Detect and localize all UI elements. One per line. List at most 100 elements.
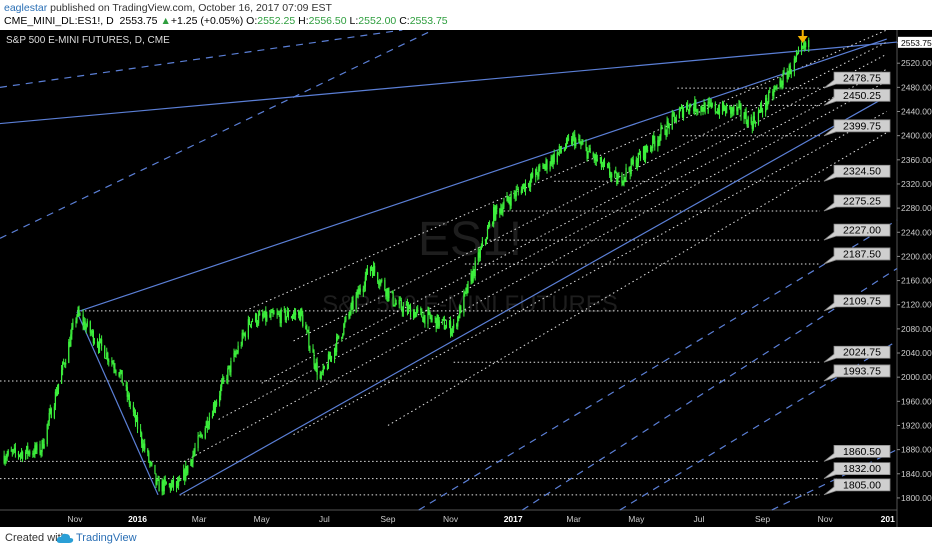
- candle-body: [517, 188, 519, 191]
- candle-body: [106, 352, 108, 359]
- price-chart[interactable]: ES1! S&P 500 E-MINI FUTURES S&P 500 E-MINI…: [0, 30, 932, 527]
- candle-body: [466, 288, 468, 293]
- candle-body: [463, 293, 465, 314]
- publish-line: eaglestar published on TradingView.com, …: [4, 2, 332, 14]
- candle-body: [134, 412, 137, 422]
- candle-body: [35, 445, 37, 451]
- candle-body: [21, 451, 24, 460]
- price-callout-box: [823, 364, 891, 382]
- candle-body: [315, 362, 317, 369]
- candle-body: [420, 308, 422, 311]
- candle-body: [211, 415, 214, 418]
- candle-body: [574, 134, 576, 146]
- candle-body: [789, 65, 791, 74]
- candle-body: [637, 152, 639, 164]
- candle-body: [427, 311, 429, 324]
- candle-body: [379, 284, 381, 285]
- candle-body: [754, 121, 756, 124]
- author-link[interactable]: eaglestar: [4, 2, 48, 14]
- price-callout-box: [823, 119, 891, 137]
- candle-body: [236, 352, 238, 354]
- candle-body: [221, 382, 223, 388]
- price-callout-label: 2109.75: [843, 295, 881, 307]
- candle-body: [12, 449, 14, 452]
- price-level-callout: 2450.25: [823, 88, 891, 106]
- candle-body: [723, 107, 726, 110]
- candle-body: [26, 446, 28, 453]
- candle-body: [779, 81, 781, 86]
- candle-body: [772, 91, 774, 96]
- candle-body: [47, 421, 49, 425]
- candle-body: [342, 334, 344, 337]
- candle-body: [142, 443, 144, 449]
- price-callout-label: 2227.00: [843, 225, 881, 237]
- candle-body: [710, 103, 712, 107]
- candle-body: [528, 185, 531, 187]
- candle-body: [11, 451, 13, 453]
- candle-body: [269, 314, 271, 317]
- candle-body: [668, 123, 670, 129]
- candle-body: [458, 316, 460, 318]
- trend-channel-line: [0, 30, 403, 88]
- candle-body: [93, 341, 96, 344]
- candle-body: [356, 290, 358, 296]
- candle-body: [226, 379, 228, 381]
- price-callout-label: 2275.25: [843, 195, 881, 207]
- candle-body: [164, 479, 166, 482]
- candle-body: [608, 165, 610, 167]
- candle-body: [291, 316, 294, 318]
- candle-body: [586, 147, 588, 159]
- candle-body: [393, 304, 395, 306]
- candle-body: [352, 300, 354, 310]
- candle-body: [580, 143, 582, 145]
- candle-body: [147, 449, 149, 453]
- candle-body: [169, 484, 171, 490]
- candle-body: [481, 240, 483, 247]
- candle-body: [78, 309, 80, 315]
- candle-body: [788, 65, 790, 73]
- candle-body: [709, 102, 711, 104]
- candle-body: [350, 304, 352, 314]
- candle-body: [506, 195, 508, 202]
- candle-body: [721, 102, 724, 114]
- candle-body: [531, 173, 533, 179]
- candle-body: [797, 50, 800, 53]
- candle-body: [732, 107, 734, 112]
- tradingview-brand[interactable]: TradingView: [76, 532, 137, 544]
- candle-body: [112, 362, 114, 365]
- candle-body: [601, 165, 604, 167]
- x-tick-label: Jul: [693, 514, 704, 524]
- price-callout-box: [823, 164, 891, 182]
- current-price-label: 2553.75: [901, 38, 932, 48]
- high-label: H:: [298, 15, 309, 27]
- candle-body: [708, 102, 710, 103]
- candle-body: [682, 110, 685, 117]
- candle-body: [697, 110, 699, 112]
- candle-body: [614, 171, 616, 174]
- candle-body: [731, 107, 733, 114]
- candle-body: [551, 157, 553, 165]
- candle-body: [515, 189, 517, 197]
- candle-body: [702, 110, 704, 112]
- candle-body: [603, 161, 606, 164]
- candle-body: [381, 279, 383, 281]
- candle-body: [90, 332, 92, 334]
- candle-body: [97, 345, 100, 350]
- candle-body: [557, 152, 559, 154]
- candle-body: [200, 434, 202, 436]
- candle-body: [750, 117, 752, 124]
- candle-body: [527, 183, 530, 186]
- candle-body: [431, 318, 433, 320]
- price-level-callout: 2024.75: [823, 345, 891, 363]
- candle-body: [192, 455, 194, 464]
- candle-body: [76, 315, 78, 322]
- candle-body: [629, 170, 631, 174]
- candle-body: [63, 362, 65, 364]
- candle-body: [414, 311, 416, 318]
- candle-body: [665, 134, 667, 136]
- candle-body: [494, 207, 496, 220]
- candle-body: [277, 313, 279, 315]
- candle-body: [292, 314, 295, 317]
- candle-body: [752, 116, 754, 129]
- candle-body: [205, 421, 207, 428]
